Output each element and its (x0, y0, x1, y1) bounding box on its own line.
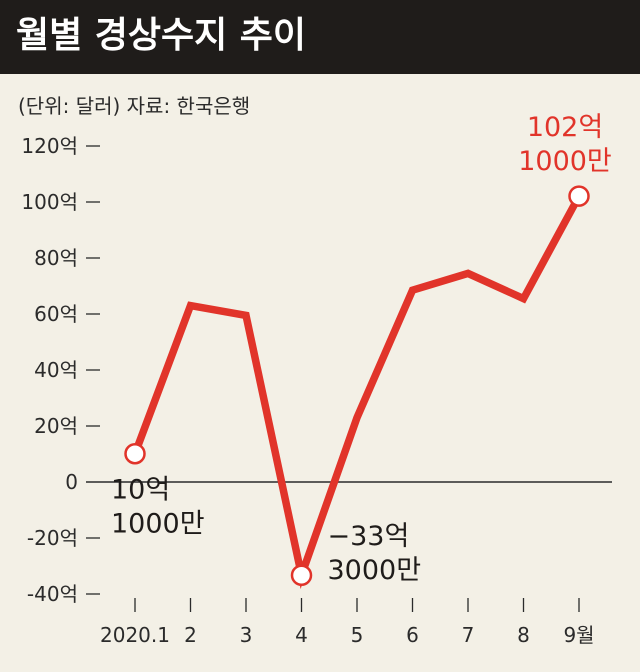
unit-source-note: (단위: 달러) 자료: 한국은행 (18, 94, 251, 118)
title-bar: 월별 경상수지 추이 (0, 0, 640, 74)
y-tick-label: -20억 (27, 526, 78, 550)
x-tick-label: 4 (295, 623, 308, 647)
data-label: −33억 3000만 (328, 521, 422, 586)
x-tick-label: 6 (406, 623, 419, 647)
x-tick-label: 9월 (563, 623, 594, 647)
y-tick-label: 0 (65, 470, 78, 494)
series-line (131, 194, 583, 590)
x-tick-label: 5 (351, 623, 364, 647)
data-label-line: 10억 (111, 475, 170, 506)
y-tick-label: 40억 (34, 358, 78, 382)
y-tick-label: 20억 (34, 414, 78, 438)
data-label-line: 3000만 (328, 555, 422, 586)
y-tick-label: 60억 (34, 302, 78, 326)
chart-title: 월별 경상수지 추이 (16, 15, 307, 56)
data-label-line: 1000만 (111, 509, 205, 540)
data-label-line: 102억 (527, 112, 603, 143)
x-tick-label: 3 (240, 623, 253, 647)
data-point-marker (290, 564, 313, 586)
data-label-line: 1000만 (518, 146, 612, 177)
y-tick-label: 100억 (21, 190, 78, 214)
y-tick-label: 120억 (21, 134, 78, 158)
data-point-marker (124, 442, 146, 465)
x-tick-label: 7 (462, 623, 475, 647)
data-label: 102억 1000만 (518, 112, 612, 177)
data-point-marker (568, 185, 590, 207)
x-tick-label: 8 (517, 623, 530, 647)
data-label: 10억 1000만 (111, 475, 205, 540)
y-tick-label: 80억 (34, 246, 78, 270)
y-tick-label: -40억 (27, 582, 78, 606)
data-label-line: −33억 (328, 521, 410, 552)
x-tick-label: 2020.1 (100, 623, 170, 647)
x-tick-label: 2 (184, 623, 197, 647)
